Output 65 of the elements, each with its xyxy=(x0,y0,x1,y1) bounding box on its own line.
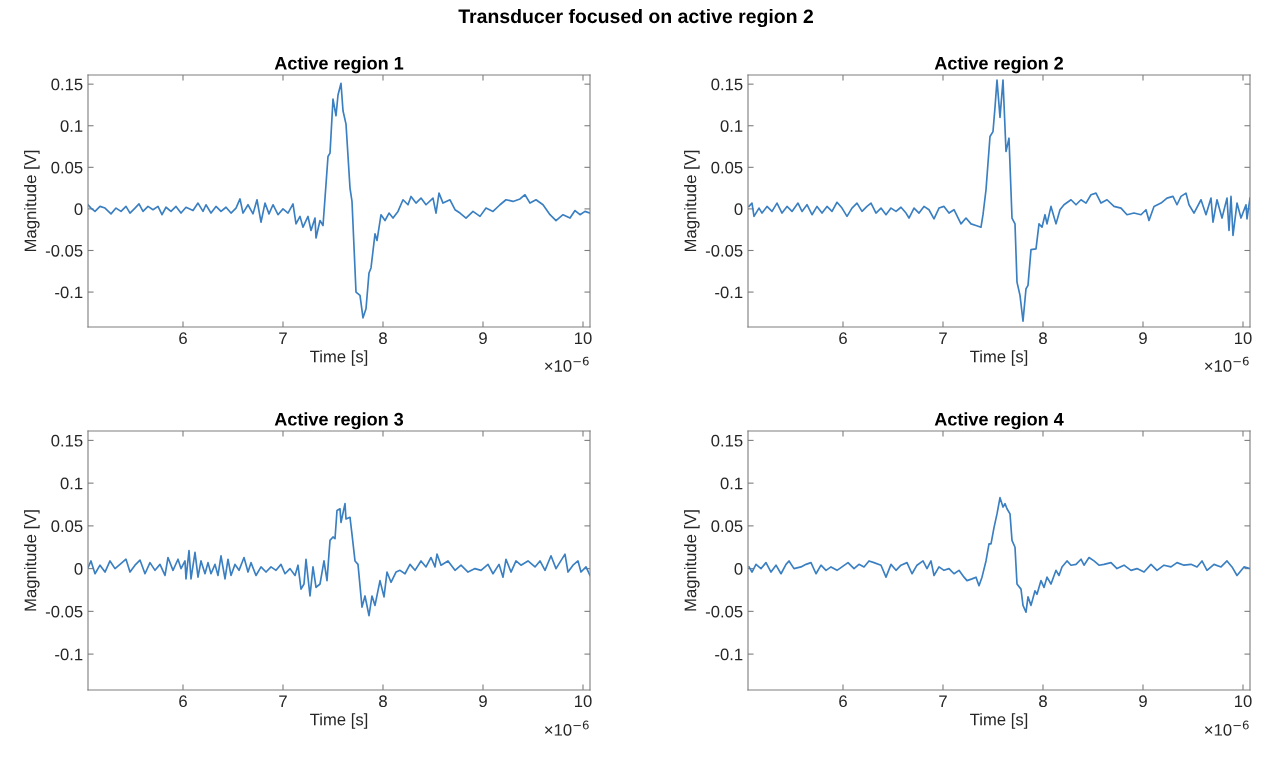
x-tick-label: 10 xyxy=(575,695,592,708)
y-tick-label: 0 xyxy=(734,563,743,575)
x-tick-label: 7 xyxy=(939,332,947,344)
chart-title: Active region 4 xyxy=(934,412,1064,430)
x-tick-label: 9 xyxy=(479,332,487,345)
chart-title: Active region 3 xyxy=(274,412,404,430)
x-tick-label: 6 xyxy=(179,695,187,708)
x-tick-label: 10 xyxy=(575,332,592,345)
chart-title: Active region 1 xyxy=(274,56,404,74)
y-tick-label: -0.05 xyxy=(45,605,83,618)
x-tick-label: 7 xyxy=(939,695,947,707)
x-axis-title: Time [s] xyxy=(310,350,368,366)
y-tick-label: 0 xyxy=(734,203,743,216)
x-tick-label: 10 xyxy=(1235,332,1252,345)
text: Transducer focused on active region 2 xyxy=(458,8,813,28)
y-axis-title: Magnitude [V] xyxy=(24,150,40,252)
line-series xyxy=(748,496,1250,614)
y-tick-label: -0.05 xyxy=(705,605,743,618)
y-tick-label: 0.05 xyxy=(711,161,743,174)
x-tick-label: 8 xyxy=(1039,332,1047,345)
y-tick-label: 0.15 xyxy=(711,434,743,447)
y-tick-label: 0.15 xyxy=(711,78,743,91)
chart-title: Active region 2 xyxy=(934,56,1063,74)
x-tick-label: 6 xyxy=(839,332,847,345)
y-tick-label: 0 xyxy=(74,563,83,575)
x-tick-label: 7 xyxy=(279,332,287,344)
line-series xyxy=(748,79,1250,323)
x-axis-title: Time [s] xyxy=(970,350,1028,366)
y-tick-label: -0.05 xyxy=(45,244,83,257)
x-tick-label: 9 xyxy=(1139,695,1147,708)
y-tick-label: -0.1 xyxy=(55,648,83,661)
y-axis-title: Magnitude [V] xyxy=(684,150,700,252)
y-axis-title: Magnitude [V] xyxy=(684,510,700,611)
y-tick-label: 0.1 xyxy=(720,120,743,132)
y-tick-label: 0.05 xyxy=(711,520,743,533)
y-tick-label: 0.1 xyxy=(60,477,83,490)
y-tick-label: 0.15 xyxy=(51,78,83,91)
x-tick-label: 7 xyxy=(279,695,287,707)
y-tick-label: 0.15 xyxy=(51,434,83,447)
x-axis-title: Time [s] xyxy=(310,713,368,729)
x-tick-label: 6 xyxy=(839,695,847,708)
x-tick-label: 10 xyxy=(1235,695,1252,708)
y-tick-label: 0 xyxy=(74,203,83,216)
line-series xyxy=(88,82,590,319)
text: ×10$^{−6}$ xyxy=(544,720,589,736)
y-tick-label: -0.1 xyxy=(715,286,743,299)
y-tick-label: -0.1 xyxy=(715,648,743,661)
text: ×10$^{−6}$ xyxy=(544,356,589,372)
y-tick-label: -0.05 xyxy=(705,244,743,257)
y-tick-label: 0.1 xyxy=(60,120,83,132)
x-tick-label: 6 xyxy=(179,332,187,345)
x-tick-label: 9 xyxy=(1139,332,1147,345)
x-axis-title: Time [s] xyxy=(970,713,1028,729)
x-tick-label: 8 xyxy=(1039,695,1047,708)
y-axis-title: Magnitude [V] xyxy=(24,510,40,611)
text: ×10$^{−6}$ xyxy=(1204,356,1249,372)
x-tick-label: 9 xyxy=(479,695,487,708)
text: ×10$^{−6}$ xyxy=(1204,720,1249,736)
y-tick-label: 0.05 xyxy=(51,520,83,533)
y-tick-label: 0.1 xyxy=(720,477,743,490)
y-tick-label: -0.1 xyxy=(55,286,83,299)
x-tick-label: 8 xyxy=(379,695,387,708)
y-tick-label: 0.05 xyxy=(51,161,83,174)
x-tick-label: 8 xyxy=(379,332,387,345)
line-series xyxy=(88,502,590,617)
